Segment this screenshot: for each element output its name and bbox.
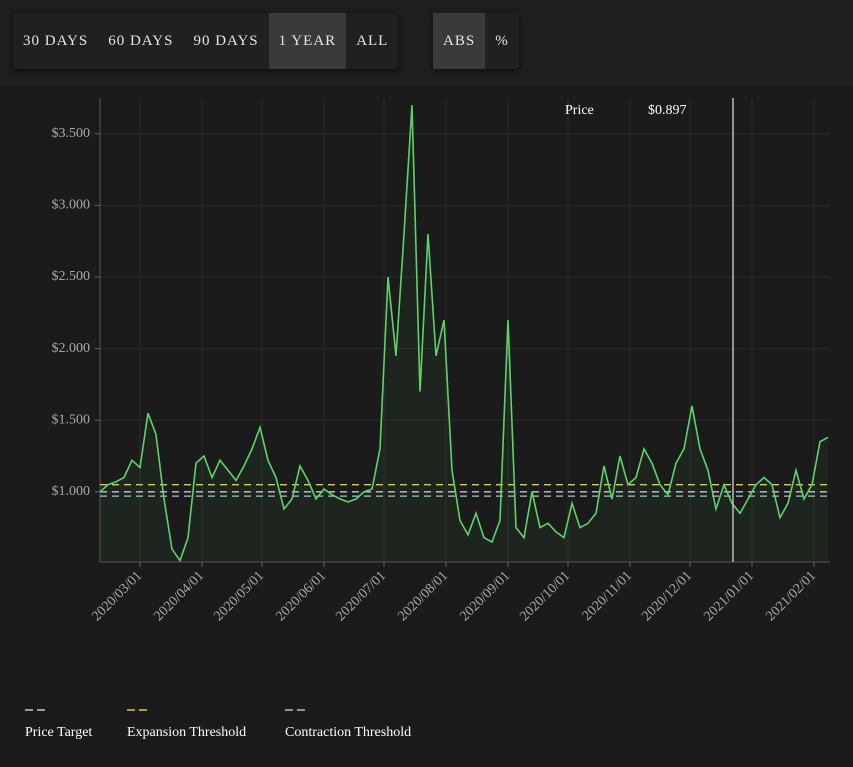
toolbar-button[interactable]: ALL <box>356 33 389 49</box>
price-area <box>100 105 828 562</box>
y-tick-label: $2.000 <box>52 341 91 356</box>
legend-label: Price Target <box>25 725 92 740</box>
x-tick-label: 2020/07/01 <box>333 568 389 624</box>
y-tick-label: $3.500 <box>52 126 91 141</box>
toolbar-button[interactable]: ABS <box>433 13 486 69</box>
x-tick-label: 2020/11/01 <box>580 568 635 623</box>
x-tick-label: 2020/10/01 <box>517 568 573 624</box>
y-tick-label: $1.500 <box>52 412 91 427</box>
toolbar-button[interactable]: 1 YEAR <box>268 13 347 69</box>
legend-label: Expansion Threshold <box>127 725 246 740</box>
toolbar-button[interactable]: 30 DAYS <box>23 33 89 49</box>
x-tick-label: 2020/09/01 <box>457 568 513 624</box>
x-tick-label: 2021/01/01 <box>701 568 757 624</box>
toolbar-button[interactable]: 90 DAYS <box>193 33 259 49</box>
mode-group: ABS% <box>433 13 519 69</box>
tooltip-label: Price <box>565 103 594 118</box>
tooltip-value: $0.897 <box>648 103 687 118</box>
x-tick-label: 2021/02/01 <box>763 568 819 624</box>
x-tick-label: 2020/05/01 <box>211 568 267 624</box>
toolbar: 30 DAYS 60 DAYS 90 DAYS 1 YEAR ALL ABS% <box>0 0 853 85</box>
y-tick-label: $3.000 <box>52 198 91 213</box>
x-tick-label: 2020/06/01 <box>273 568 329 624</box>
x-tick-label: 2020/04/01 <box>151 568 207 624</box>
x-tick-label: 2020/08/01 <box>395 568 451 624</box>
legend-label: Contraction Threshold <box>285 725 411 740</box>
x-tick-label: 2020/12/01 <box>639 568 695 624</box>
y-tick-label: $2.500 <box>52 269 91 284</box>
toolbar-button[interactable]: % <box>495 33 509 49</box>
range-group: 30 DAYS 60 DAYS 90 DAYS 1 YEAR ALL <box>13 13 399 69</box>
x-tick-label: 2020/03/01 <box>89 568 145 624</box>
toolbar-button[interactable]: 60 DAYS <box>108 33 174 49</box>
price-line <box>99 105 829 563</box>
y-tick-label: $1.000 <box>52 484 91 499</box>
